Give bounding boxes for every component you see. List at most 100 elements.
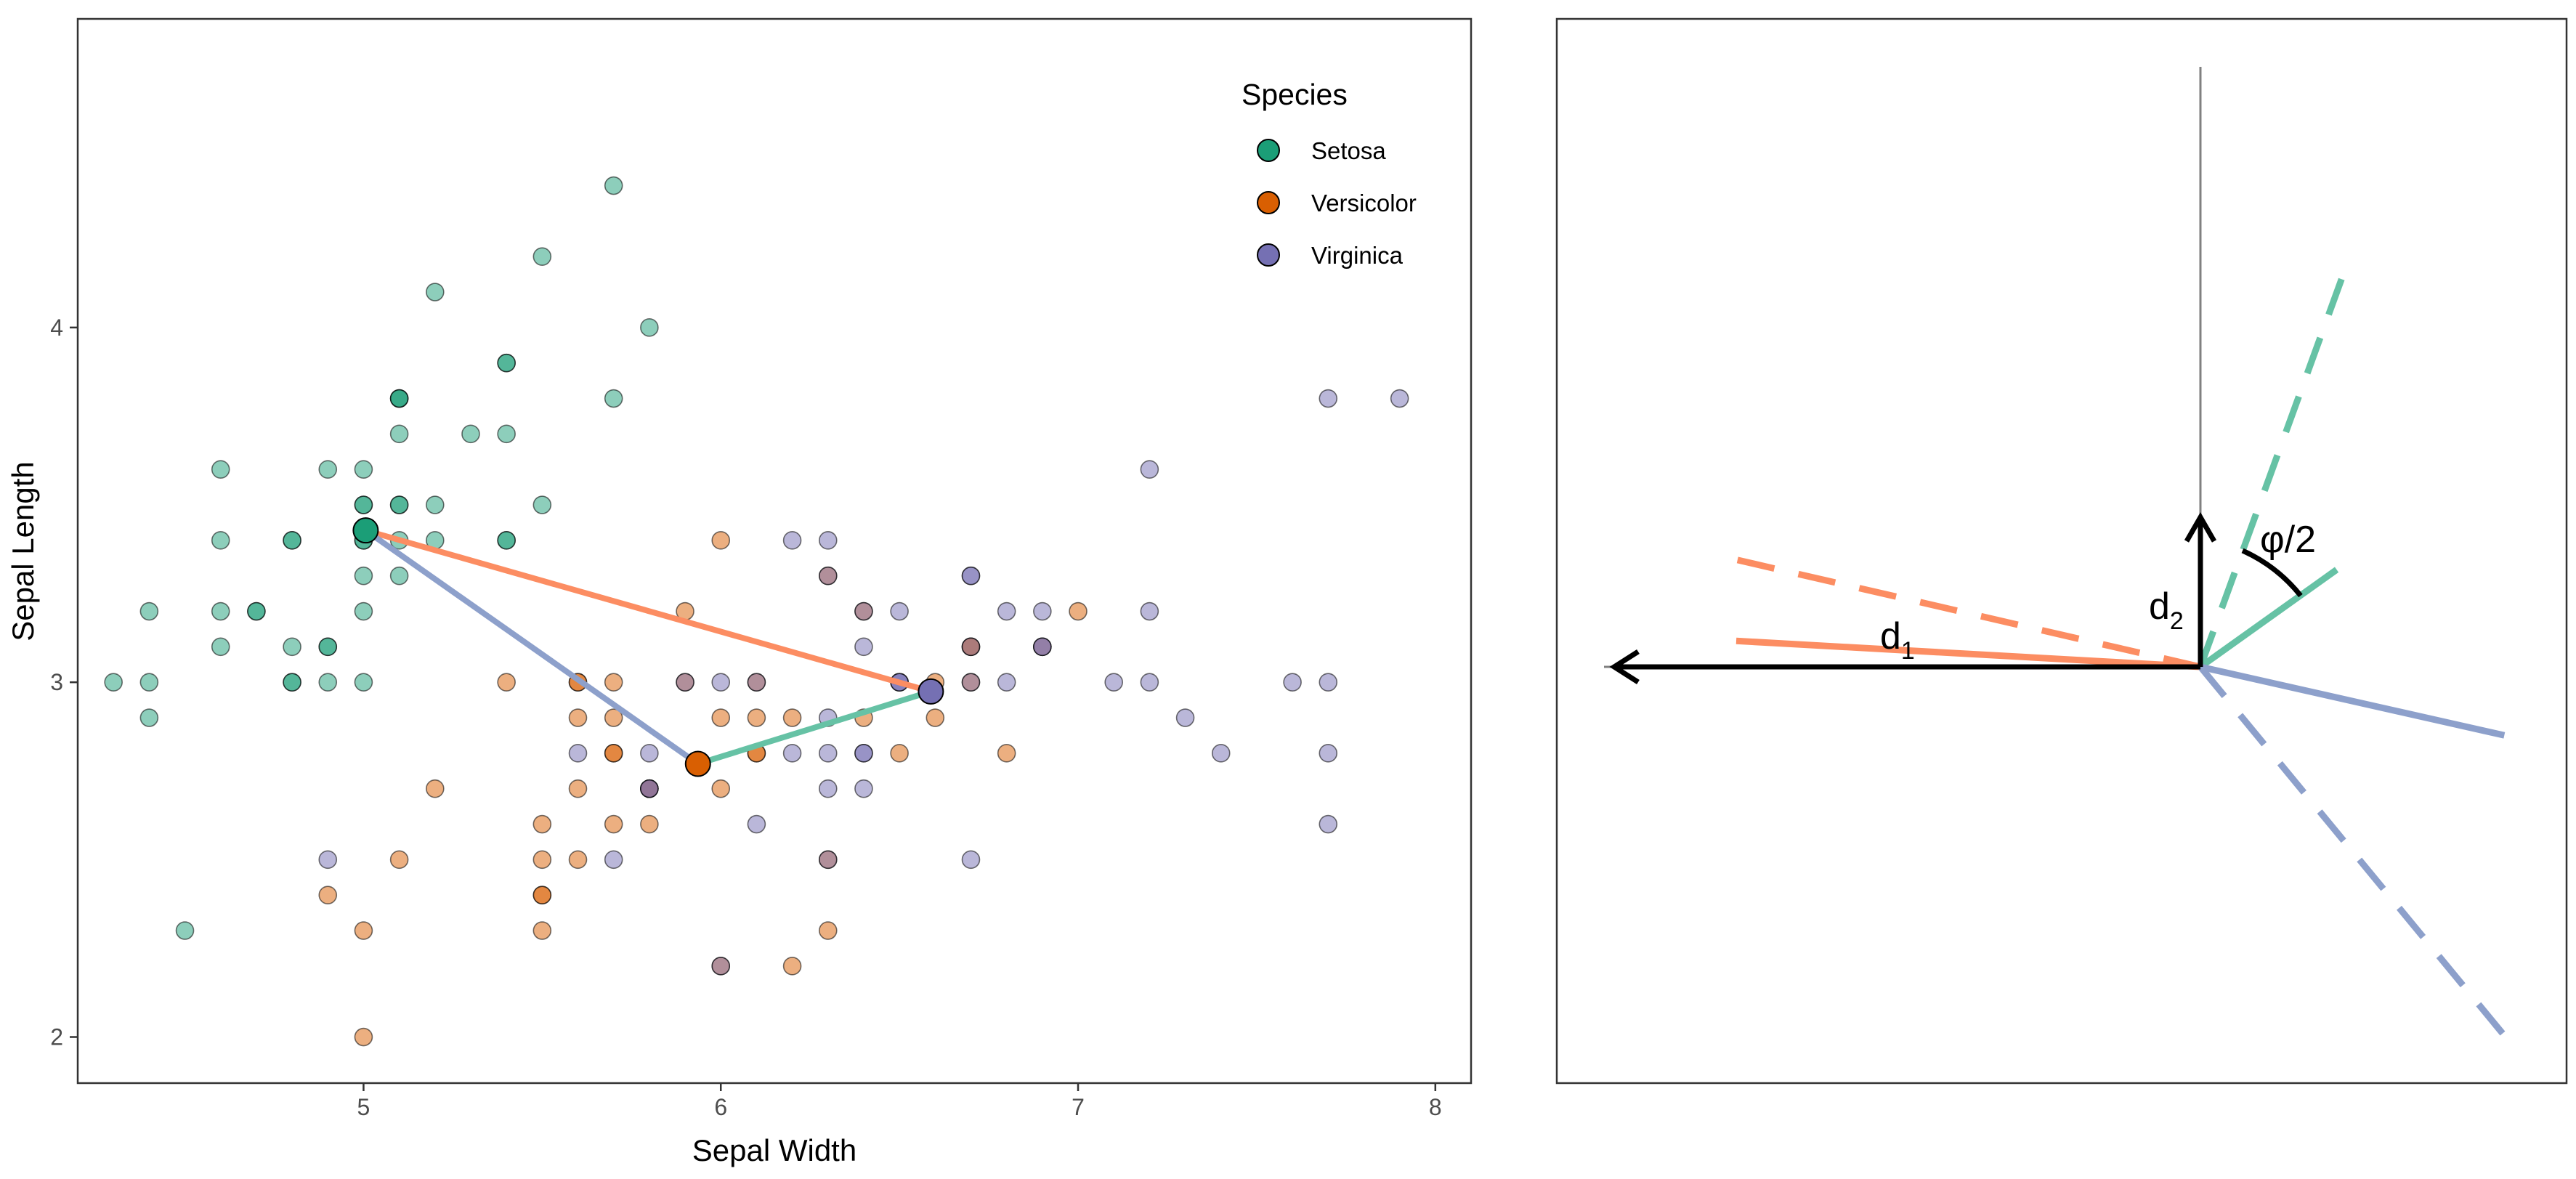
y-axis-title: Sepal Length [6, 461, 40, 641]
point-versicolor [568, 850, 588, 870]
diagram-segments [1714, 255, 2514, 1046]
point-setosa [283, 531, 301, 550]
point-setosa [640, 318, 659, 337]
point-setosa [425, 283, 445, 301]
point-virginica [961, 566, 981, 586]
point-setosa [283, 673, 301, 692]
y-tick-label: 3 [50, 669, 63, 695]
point-setosa [318, 460, 338, 479]
point-virginica [854, 744, 873, 763]
point-setosa [389, 495, 409, 514]
point-virginica [1319, 744, 1338, 763]
point-setosa [389, 566, 409, 586]
point-virginica [818, 531, 838, 550]
point-versicolor [568, 779, 588, 798]
point-versicolor [425, 779, 445, 798]
point-virginica [854, 637, 873, 657]
point-virginica [818, 850, 838, 870]
point-setosa [604, 389, 623, 408]
x-tick-label: 7 [1072, 1094, 1085, 1120]
point-setosa [139, 673, 159, 692]
point-setosa [139, 708, 159, 727]
point-virginica [1319, 673, 1338, 692]
point-versicolor [997, 744, 1016, 763]
legend: Species Setosa Versicolor Virginica [1242, 78, 1417, 269]
point-virginica [854, 779, 873, 798]
point-versicolor [640, 814, 659, 834]
point-virginica [711, 673, 731, 692]
point-setosa [211, 531, 230, 550]
point-setosa [211, 460, 230, 479]
point-setosa [425, 495, 445, 514]
point-virginica [1104, 673, 1124, 692]
legend-marker-setosa [1257, 139, 1280, 162]
centroid-markers [352, 517, 944, 777]
d2-label: d2 [2149, 586, 2184, 635]
point-setosa [354, 495, 373, 514]
point-versicolor [354, 921, 373, 940]
point-versicolor [354, 1027, 373, 1047]
point-versicolor [568, 708, 588, 727]
point-virginica [747, 814, 766, 834]
point-versicolor [497, 673, 516, 692]
point-versicolor [818, 921, 838, 940]
y-tick-label: 2 [50, 1024, 63, 1050]
point-virginica [1319, 814, 1338, 834]
point-virginica [961, 637, 981, 657]
x-tick-label: 6 [714, 1094, 727, 1120]
legend-marker-virginica [1257, 243, 1280, 267]
point-setosa [175, 921, 195, 940]
point-virginica [640, 744, 659, 763]
point-virginica [676, 673, 694, 692]
point-versicolor [604, 708, 623, 727]
point-setosa [104, 673, 123, 692]
point-versicolor [926, 708, 945, 727]
point-virginica [1140, 601, 1159, 621]
point-setosa [461, 424, 480, 444]
point-virginica [782, 744, 802, 763]
legend-marker-versicolor [1257, 191, 1280, 214]
y-tick-label: 4 [50, 315, 63, 341]
point-setosa [497, 531, 516, 550]
connection-setosa-virginica [365, 527, 932, 694]
point-setosa [139, 601, 159, 621]
point-setosa [211, 637, 230, 657]
point-setosa [283, 637, 301, 657]
point-virginica [711, 957, 731, 976]
legend-title: Species [1242, 78, 1348, 111]
x-tick-label: 5 [357, 1094, 370, 1120]
d1-arrowhead [1609, 649, 1640, 684]
point-versicolor [532, 850, 552, 870]
point-versicolor [532, 921, 552, 940]
point-virginica [1390, 389, 1409, 408]
point-virginica [1283, 673, 1302, 692]
point-virginica [818, 779, 838, 798]
point-virginica [1033, 601, 1052, 621]
point-setosa [389, 389, 409, 408]
x-tick-label: 8 [1429, 1094, 1442, 1120]
connection-versicolor-virginica [697, 689, 932, 767]
x-axis-title: Sepal Width [692, 1133, 856, 1167]
point-virginica [782, 531, 802, 550]
d2-arrowhead [2184, 511, 2217, 543]
point-virginica [890, 601, 909, 621]
point-virginica [318, 850, 338, 870]
point-virginica [997, 673, 1016, 692]
x-axis: 5 6 7 8 [357, 1083, 1442, 1120]
segment-blue-solid [2200, 663, 2506, 739]
angle-arc [2241, 548, 2303, 598]
point-setosa [354, 566, 373, 586]
segment-orange-dashed [1714, 551, 2202, 670]
centroid-virginica [918, 678, 944, 705]
point-versicolor [747, 708, 766, 727]
point-virginica [854, 601, 873, 621]
point-virginica [818, 566, 838, 586]
scatter-points [104, 176, 1409, 1047]
point-versicolor [604, 744, 623, 763]
point-versicolor [711, 779, 731, 798]
point-virginica [1211, 744, 1231, 763]
point-versicolor [318, 886, 338, 904]
point-virginica [961, 673, 981, 692]
legend-label-versicolor: Versicolor [1311, 190, 1417, 216]
